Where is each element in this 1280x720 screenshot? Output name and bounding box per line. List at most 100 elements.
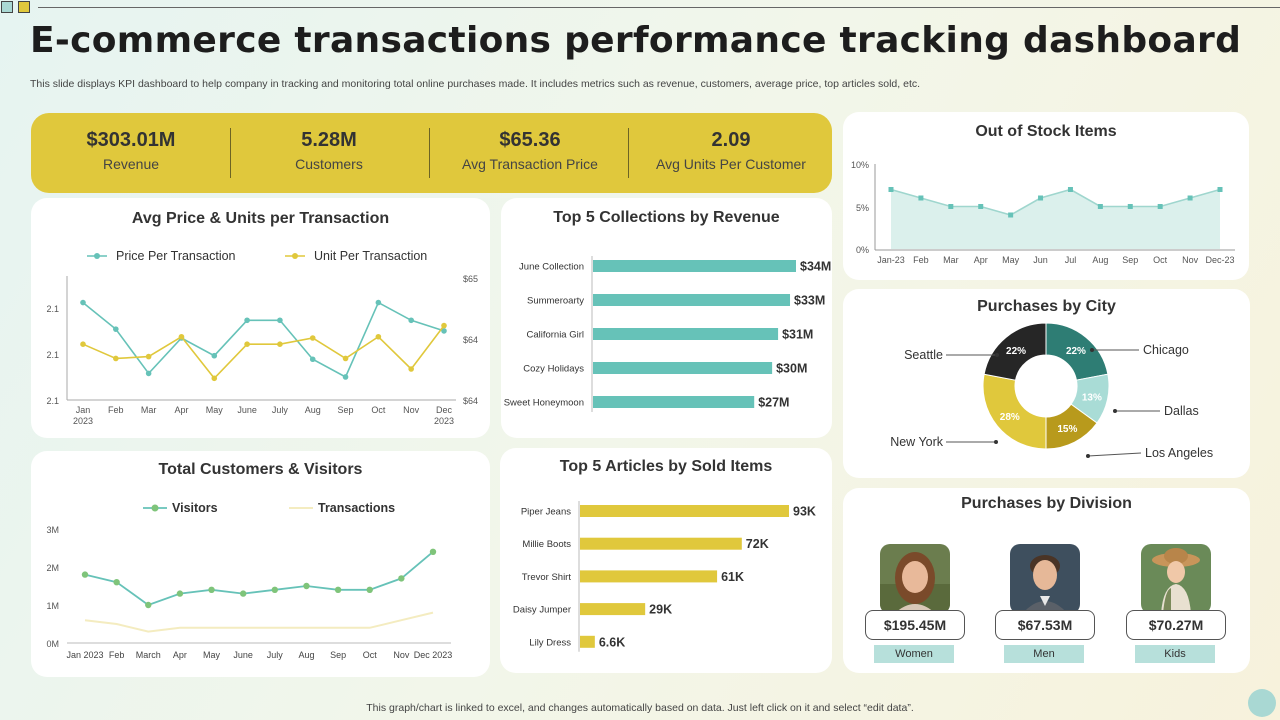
kpi-label: Avg Transaction Price <box>462 156 598 172</box>
data-point <box>178 333 185 340</box>
x-tick-label: July <box>272 405 289 415</box>
city-label: Los Angeles <box>1145 446 1213 460</box>
woman-photo-icon <box>880 544 950 614</box>
data-point <box>342 355 349 362</box>
callout-dot <box>995 353 999 357</box>
data-point <box>80 341 86 347</box>
x-tick-label: May <box>203 650 221 660</box>
data-label: 61K <box>721 570 744 584</box>
data-label: 6.6K <box>599 635 625 649</box>
card-avg-price-units: Avg Price & Units per Transaction 2.1 2.1… <box>31 198 490 438</box>
chart-title: Top 5 Collections by Revenue <box>553 209 780 226</box>
x-tick-label: Apr <box>174 405 188 415</box>
x-tick-label: Sep <box>1122 255 1138 265</box>
bar <box>580 635 595 648</box>
customers-visitors-chart: 3M 2M 1M 0M Jan 2023 Feb March Apr May June July Au… <box>46 501 452 660</box>
series-line-transactions <box>84 611 434 633</box>
category-label: Piper Jeans <box>521 507 571 518</box>
chart-title: Purchases by City <box>977 298 1116 315</box>
division-title: Purchases by Division <box>961 495 1132 512</box>
city-label: Seattle <box>904 348 943 362</box>
card-customers-visitors: Total Customers & Visitors 3M 2M 1M 0M Jan 2… <box>31 451 490 677</box>
kpi-divider <box>429 128 430 178</box>
chart-title: Avg Price & Units per Transaction <box>131 210 390 227</box>
series-line-units <box>82 325 445 380</box>
purchases-by-city-chart: 22% 13% 15% 28% 22% Chicago Dallas Los Angeles N… <box>890 322 1213 460</box>
x-tick-label: Dec <box>436 405 453 415</box>
data-point <box>978 204 984 209</box>
kpi-avg-transaction-price: $65.36 Avg Transaction Price <box>430 113 630 193</box>
data-point <box>244 317 250 324</box>
y-tick-label: 1M <box>46 601 59 611</box>
data-point <box>208 586 215 593</box>
x-tick-label: 2023 <box>73 416 93 426</box>
data-point <box>113 326 119 332</box>
kpi-value: 5.28M <box>301 129 357 151</box>
kpi-divider <box>230 128 231 178</box>
bar <box>593 396 755 408</box>
decor-square-teal <box>1 1 13 13</box>
bar <box>580 505 789 517</box>
top-rule <box>38 7 1280 8</box>
data-point <box>888 187 894 192</box>
x-tick-label: Jan <box>76 405 91 415</box>
x-tick-label: Jan-23 <box>877 255 905 265</box>
bar <box>593 328 779 340</box>
data-point <box>408 317 414 324</box>
data-point <box>375 299 382 306</box>
bar <box>580 570 718 583</box>
data-point <box>176 590 184 597</box>
data-label: $31M <box>782 328 813 342</box>
legend-label: Unit Per Transaction <box>314 249 427 263</box>
callout-dot <box>994 440 998 444</box>
division-amount: $195.45M <box>865 610 965 640</box>
x-tick-label: 2023 <box>434 416 454 426</box>
top-collections-chart: June Collection $34M Summeroarty $33M Califo… <box>504 256 831 412</box>
x-tick-label: May <box>206 405 224 415</box>
slice <box>983 322 1047 381</box>
division-label: Men <box>1004 645 1084 663</box>
y-right-tick-label: $65 <box>463 274 478 284</box>
data-point <box>81 571 89 578</box>
x-tick-label: Oct <box>363 650 378 660</box>
card-top-collections: Top 5 Collections by Revenue June Collec… <box>501 198 832 438</box>
slice-percent-label: 15% <box>1057 424 1077 435</box>
data-point <box>244 341 250 347</box>
x-tick-label: Nov <box>1182 255 1199 265</box>
data-point <box>80 299 86 306</box>
data-point <box>309 356 316 363</box>
kpi-divider <box>628 128 629 178</box>
category-label: June Collection <box>519 262 584 273</box>
chart-title: Total Customers & Visitors <box>158 461 363 478</box>
data-point <box>309 335 316 341</box>
x-tick-label: Feb <box>108 405 124 415</box>
division-label: Kids <box>1135 645 1215 663</box>
data-point <box>1127 204 1133 209</box>
y-tick-label: 0M <box>46 639 59 649</box>
kpi-label: Customers <box>295 156 363 172</box>
area-fill <box>891 189 1220 249</box>
chart-title: Out of Stock Items <box>975 123 1117 140</box>
kpi-label: Avg Units Per Customer <box>656 156 806 172</box>
page-subtitle: This slide displays KPI dashboard to hel… <box>30 78 921 90</box>
y-left-tick-label: 2.1 <box>46 396 59 406</box>
callout-dot <box>1113 409 1117 413</box>
data-point <box>303 582 310 590</box>
slice-percent-label: 22% <box>1066 346 1086 357</box>
data-point <box>1038 195 1044 201</box>
kpi-customers: 5.28M Customers <box>229 113 429 193</box>
kpi-label: Revenue <box>102 156 160 172</box>
footer-note: This graph/chart is linked to excel, and… <box>366 702 914 714</box>
x-tick-label: Apr <box>974 255 988 265</box>
man-photo-icon <box>1010 544 1080 614</box>
x-tick-label: Sep <box>330 650 346 660</box>
x-tick-label: Mar <box>943 255 959 265</box>
card-purchases-by-city: Purchases by City 22% 13% 15% 28% 22% Chicago… <box>843 289 1250 478</box>
category-label: Daisy Jumper <box>513 605 571 616</box>
data-point <box>1008 212 1014 218</box>
data-point <box>429 548 437 555</box>
data-point <box>342 374 349 380</box>
page-title: E-commerce transactions performance trac… <box>30 20 1242 61</box>
kpi-avg-units-per-customer: 2.09 Avg Units Per Customer <box>631 113 831 193</box>
division-label: Women <box>874 645 954 663</box>
